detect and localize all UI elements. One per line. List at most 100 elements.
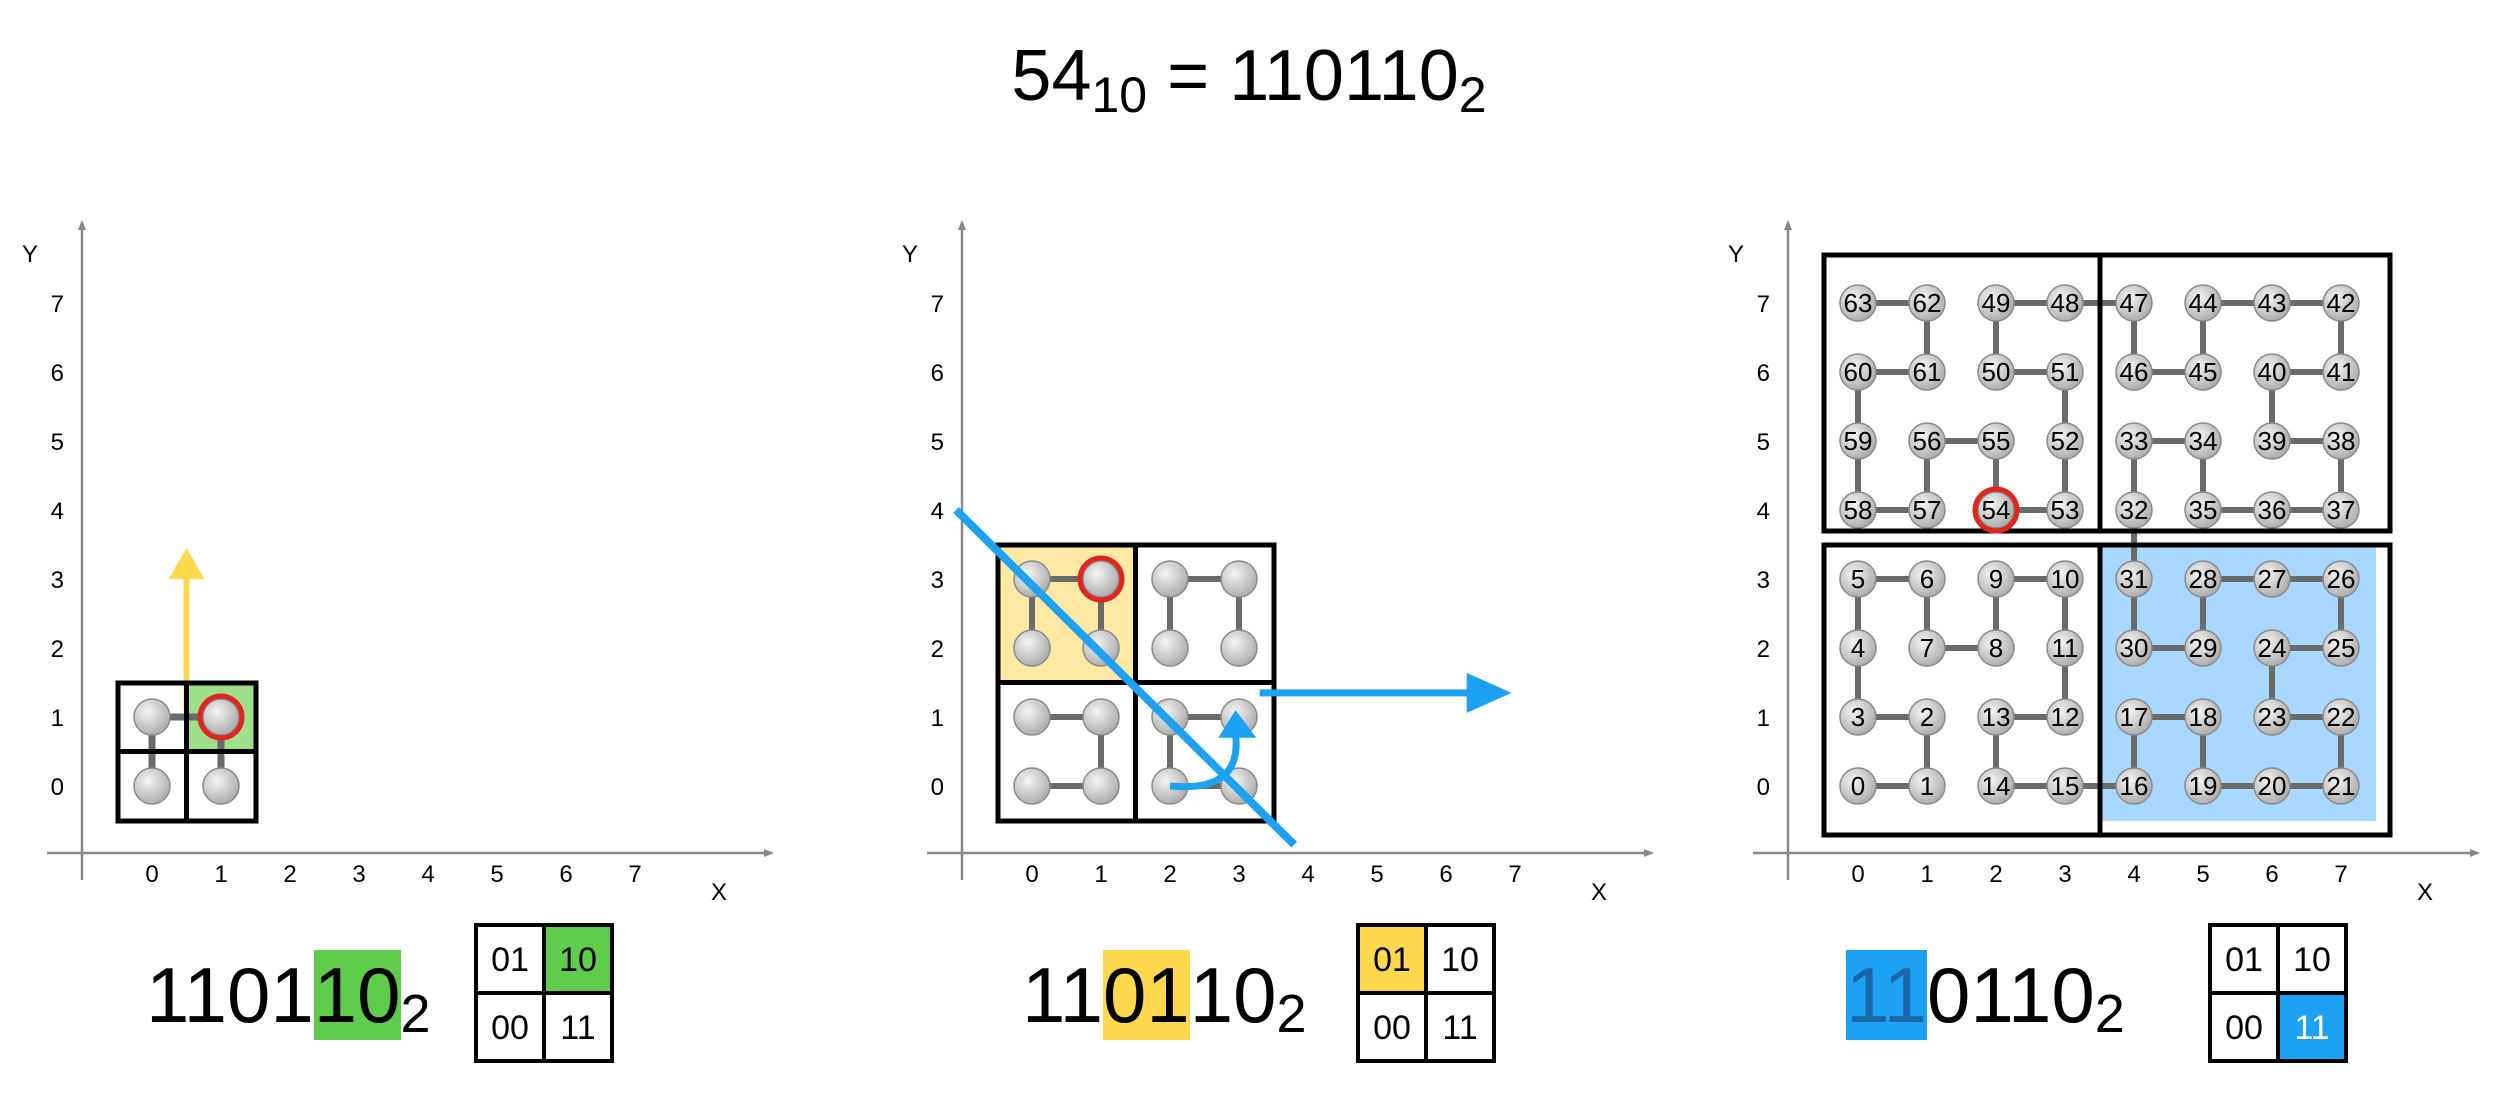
target-marker: [197, 693, 245, 741]
y-axis-label: Y: [1728, 241, 1744, 268]
node-index-label: 2: [1920, 702, 1934, 732]
caption-highlight: 11: [1846, 950, 1927, 1040]
node-index-label: 21: [2327, 771, 2356, 801]
node-ball: [2322, 491, 2360, 529]
node-ball: [1977, 353, 2015, 391]
quadrant-outline: [2097, 542, 2393, 838]
blue-arrow-head: [1466, 672, 1512, 713]
node-index-label: 53: [2051, 495, 2080, 525]
node-index-label: 54: [1982, 495, 2011, 525]
node-ball: [1151, 560, 1189, 598]
node-ball: [2115, 560, 2153, 598]
quadrant-key-cell: [474, 923, 546, 995]
x-tick-label: 4: [2127, 861, 2140, 888]
node-ball: [2046, 284, 2084, 322]
x-tick-label: 0: [1851, 861, 1864, 888]
node-index-label: 52: [2051, 426, 2080, 456]
x-tick-label: 1: [1094, 861, 1107, 888]
x-tick-label: 0: [1025, 861, 1038, 888]
node-index-label: 28: [2189, 564, 2218, 594]
y-tick-label: 5: [51, 429, 64, 456]
node-index-label: 6: [1920, 564, 1934, 594]
node-ball: [1908, 353, 1946, 391]
node-ball: [1839, 284, 1877, 322]
mirror-line: [953, 507, 1298, 848]
quadrant-key-label: 11: [1442, 1009, 1477, 1047]
node-index-label: 33: [2120, 426, 2149, 456]
y-tick-label: 0: [931, 774, 944, 801]
node-index-label: 11: [2052, 633, 2079, 663]
quadrant-key-label: 10: [559, 941, 597, 979]
node-index-label: 7: [1920, 633, 1934, 663]
node-ball: [1082, 767, 1120, 805]
node-ball: [1908, 767, 1946, 805]
quadrant-key-cell: [1424, 991, 1496, 1063]
x-tick-label: 3: [1232, 861, 1245, 888]
y-tick-label: 0: [1757, 774, 1770, 801]
x-tick-label: 2: [283, 861, 296, 888]
node-ball: [2322, 698, 2360, 736]
y-axis-label: Y: [902, 241, 918, 268]
x-axis-label: X: [2417, 879, 2433, 906]
caption-base: 2: [1276, 984, 1307, 1044]
node-ball: [202, 767, 240, 805]
node-index-label: 32: [2120, 495, 2149, 525]
node-ball: [1013, 560, 1051, 598]
caption-highlight: 01: [1102, 950, 1190, 1040]
node-index-label: 12: [2051, 702, 2080, 732]
node-ball: [2253, 353, 2291, 391]
y-tick-label: 2: [1757, 636, 1770, 663]
node-index-label: 40: [2258, 357, 2287, 387]
node-ball: [2253, 698, 2291, 736]
node-index-label: 37: [2327, 495, 2356, 525]
y-tick-label: 4: [1757, 498, 1770, 525]
x-tick-label: 6: [559, 861, 572, 888]
quadrant-key-label: 11: [2294, 1009, 2329, 1047]
y-tick-label: 3: [51, 567, 64, 594]
node-ball: [2115, 767, 2153, 805]
node-ball: [1013, 629, 1051, 667]
node-index-label: 18: [2189, 702, 2218, 732]
x-tick-label: 4: [1301, 861, 1314, 888]
node-ball: [1908, 560, 1946, 598]
node-ball: [1013, 767, 1051, 805]
y-tick-label: 4: [51, 498, 64, 525]
x-axis-label: X: [1591, 879, 1607, 906]
rotation-arrow: [1169, 733, 1240, 791]
node-index-label: 27: [2258, 564, 2287, 594]
node-ball: [1977, 284, 2015, 322]
node-index-label: 35: [2189, 495, 2218, 525]
node-ball: [202, 698, 240, 736]
node-ball: [1977, 698, 2015, 736]
node-index-label: 47: [2120, 288, 2149, 318]
node-index-label: 49: [1982, 288, 2011, 318]
node-index-label: 36: [2258, 495, 2287, 525]
binary-value: 110110: [1229, 36, 1459, 116]
y-tick-label: 6: [1757, 360, 1770, 387]
y-tick-label: 6: [931, 360, 944, 387]
node-ball: [2253, 491, 2291, 529]
node-index-label: 62: [1913, 288, 1942, 318]
quadrant-key-label: 00: [1373, 1009, 1411, 1047]
caption-level-3: 1101102: [1846, 950, 2125, 1041]
node-index-label: 30: [2120, 633, 2149, 663]
node-ball: [2046, 353, 2084, 391]
quadrant-key-cell: [542, 991, 614, 1063]
caption-suffix: 10: [1189, 951, 1277, 1039]
node-ball: [2253, 284, 2291, 322]
node-index-label: 43: [2258, 288, 2287, 318]
node-index-label: 5: [1851, 564, 1865, 594]
y-axis-label: Y: [22, 241, 38, 268]
x-tick-label: 3: [2058, 861, 2071, 888]
node-ball: [2184, 491, 2222, 529]
node-ball: [2253, 422, 2291, 460]
x-tick-label: 1: [214, 861, 227, 888]
y-tick-label: 1: [931, 705, 944, 732]
y-tick-label: 3: [931, 567, 944, 594]
x-tick-label: 7: [628, 861, 641, 888]
node-ball: [2115, 353, 2153, 391]
node-ball: [2253, 767, 2291, 805]
